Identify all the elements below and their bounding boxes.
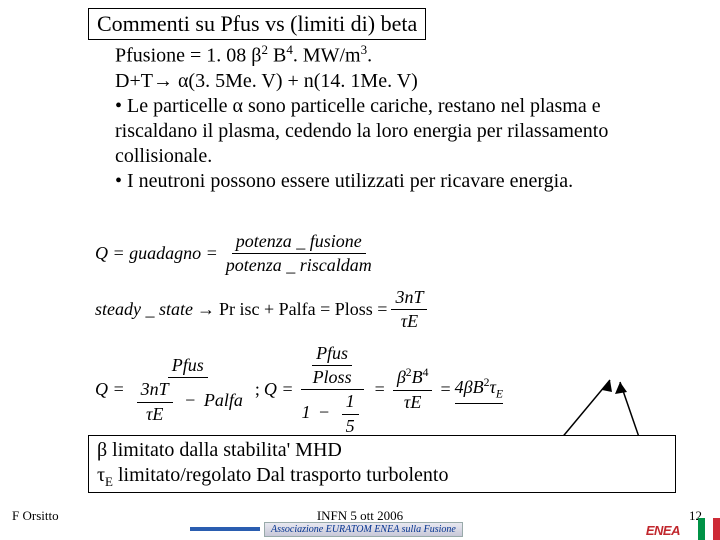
italy-flag-icon <box>698 518 720 540</box>
q-num: potenza _ fusione <box>232 230 366 254</box>
steady-label: steady _ state <box>95 298 193 321</box>
semicolon: ; <box>255 378 260 401</box>
bl2-sub: E <box>105 474 113 489</box>
ploss-den: τE <box>397 310 422 333</box>
bl2-tau: τ <box>97 464 105 486</box>
arrow-icon: → <box>197 298 215 321</box>
dash: − <box>319 402 329 422</box>
q2c-b-sup: 4 <box>423 366 429 379</box>
over-frac: 1 5 <box>342 390 359 438</box>
body-line-2: D+T→ α(3. 5Me. V) + n(14. 1Me. V) <box>115 69 685 94</box>
q2a-den: 3nT τE − Palfa <box>129 378 247 426</box>
formula-row-2: steady _ state → Pr isc + Palfa = Ploss … <box>95 286 655 334</box>
q2a-den-den: τE <box>142 403 167 426</box>
slide-title-box: Commenti su Pfus vs (limiti di) beta <box>88 8 426 40</box>
ploss-fraction: 3nT τE <box>391 286 427 334</box>
q2a-sub: Palfa <box>204 390 243 410</box>
over-den-num: 1 <box>342 390 359 414</box>
q2b-lhs: Q = <box>264 378 294 401</box>
ploss-num: 3nT <box>391 286 427 310</box>
eq-1: = <box>375 378 385 401</box>
q-label: Q = guadagno = <box>95 242 218 265</box>
q2a-fraction: Pfus 3nT τE − Palfa <box>129 354 247 426</box>
q2b-num: Pfus <box>312 342 352 366</box>
line1-end: . <box>367 45 372 67</box>
q2b-den: Ploss <box>309 366 356 389</box>
flag-green <box>698 518 705 540</box>
q2d-tau-sub: E <box>496 388 503 401</box>
formula-row-1: Q = guadagno = potenza _ fusione potenza… <box>95 230 655 278</box>
footer-blue-line <box>190 527 260 531</box>
formula-block: Q = guadagno = potenza _ fusione potenza… <box>95 230 655 446</box>
body-text: Pfusione = 1. 08 β2 B4. MW/m3. D+T→ α(3.… <box>115 42 685 194</box>
slide-title: Commenti su Pfus vs (limiti di) beta <box>97 11 417 36</box>
body-line-1: Pfusione = 1. 08 β2 B4. MW/m3. <box>115 42 685 69</box>
q2b-outer-num: Pfus Ploss <box>301 342 364 391</box>
q2c-b: B <box>412 367 423 387</box>
bottom-note-box: β limitato dalla stabilita' MHD τE limit… <box>88 435 676 493</box>
line1-mid: B <box>268 45 286 67</box>
bl2-rest: limitato/regolato Dal trasporto turbolen… <box>113 464 448 486</box>
body-line-4: • I neutroni possono essere utilizzati p… <box>115 169 685 194</box>
body-line-3: • Le particelle α sono particelle carich… <box>115 94 685 169</box>
q2d-term: 4βB2τE <box>455 375 503 404</box>
q2b-outer: Pfus Ploss 1 − 1 5 <box>298 342 367 439</box>
bottom-line-1: β limitato dalla stabilita' MHD <box>97 438 667 463</box>
q2a-den-frac: 3nT τE <box>137 378 173 426</box>
footer-bar: Associazione EURATOM ENEA sulla Fusione <box>190 518 630 540</box>
formula-row-3: Q = Pfus 3nT τE − Palfa ; Q = Pfus <box>95 342 655 439</box>
q2b-frac: Pfus Ploss <box>309 342 356 390</box>
line1-post: . MW/m <box>293 45 361 67</box>
enea-logo-text: ENEA <box>646 523 680 538</box>
enea-logo: ENEA <box>646 523 680 538</box>
q2a-num: Pfus <box>168 354 208 378</box>
q-den: potenza _ riscaldam <box>222 254 376 277</box>
flag-white <box>705 518 712 540</box>
over-num: 1 <box>302 402 311 422</box>
q2c-den: τE <box>400 391 425 414</box>
q2c-fraction: β2B4 τE <box>393 365 433 414</box>
footer-association: Associazione EURATOM ENEA sulla Fusione <box>264 522 463 537</box>
bottom-line-2: τE limitato/regolato Dal trasporto turbo… <box>97 463 667 490</box>
q2c-beta: β <box>397 367 406 387</box>
q2c-num: β2B4 <box>393 365 433 390</box>
q2d-coef: 4βB <box>455 377 484 397</box>
pr-text: Pr isc + Palfa = Ploss = <box>219 298 387 321</box>
q2a-den-num: 3nT <box>137 378 173 402</box>
eq-2: = <box>440 378 450 401</box>
slide: Commenti su Pfus vs (limiti di) beta Pfu… <box>0 0 720 540</box>
q2-label: Q = <box>95 378 125 401</box>
q2b-outer-den: 1 − 1 5 <box>298 390 367 438</box>
flag-red <box>713 518 720 540</box>
q-fraction: potenza _ fusione potenza _ riscaldam <box>222 230 376 278</box>
minus-1: − <box>185 390 195 410</box>
line1-pre: Pfusione = 1. 08 β <box>115 45 261 67</box>
